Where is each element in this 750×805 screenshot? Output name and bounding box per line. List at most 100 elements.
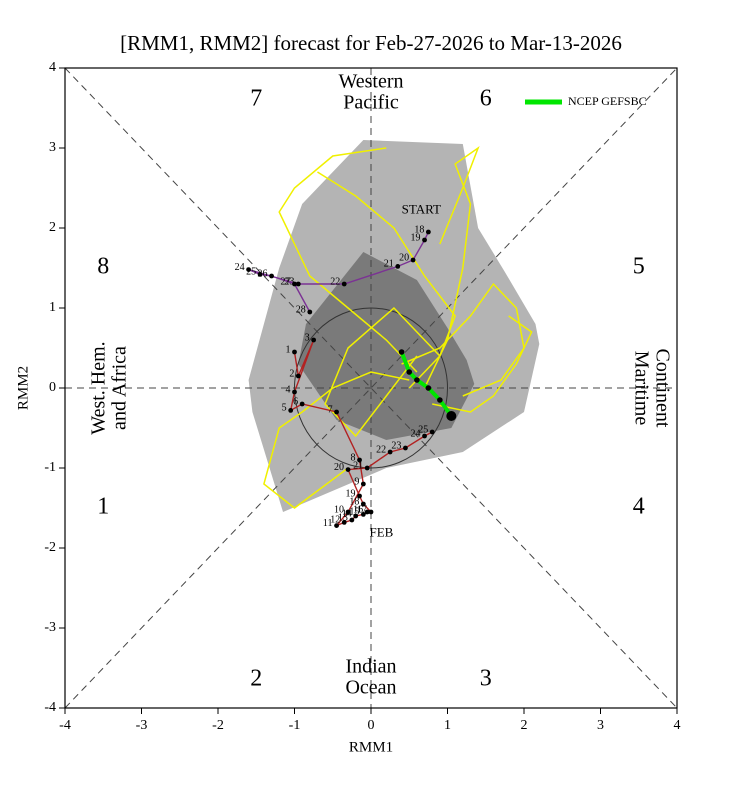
x-tick-label: 0 [368,718,375,733]
point-label: 22 [330,276,340,287]
amplitude-circle [294,307,448,469]
point-label: 24 [411,428,421,439]
mean-point [437,397,443,403]
observed-point [422,237,427,243]
region-label: Western [338,71,403,93]
observed-point [357,457,362,463]
point-label: 24 [235,262,245,273]
observed-point [334,523,339,528]
observed-point [292,281,297,287]
observed-point [368,509,374,515]
observed-point [425,229,431,235]
region-label: Indian [345,656,396,678]
mean-point [406,369,413,375]
region-label: Pacific [343,92,399,114]
phase-number: 7 [250,86,262,112]
phase-number: 6 [480,86,492,112]
observed-point [357,493,362,499]
y-tick-label: -2 [44,540,56,555]
observed-point [295,281,301,287]
observed-point [269,273,274,279]
observed-point [410,257,416,263]
point-label: 17 [357,504,367,515]
observed-point [257,272,263,277]
observed-point [288,408,294,413]
x-tick-label: -1 [289,718,301,733]
x-tick-label: 2 [521,718,528,733]
observed-point [349,517,355,523]
phase-divider [64,67,678,709]
point-label: 14 [342,508,352,519]
region-label: Continent [651,349,673,428]
y-tick-label: -4 [44,700,56,715]
region-label: Maritime [630,351,652,426]
point-label: 22 [376,444,386,455]
observed-point [341,520,347,525]
point-label: 18 [349,496,359,507]
x-tick-label: 3 [597,718,604,733]
observed-point [292,349,297,355]
observed-point [353,513,359,519]
observed-point [295,373,301,379]
observed-point [360,481,366,487]
point-label: 26 [258,268,268,279]
point-label: 4 [286,384,291,395]
point-label: 8 [351,452,356,463]
observed-point [387,449,393,455]
phase-number: 8 [97,254,109,280]
y-tick-label: 3 [49,140,56,155]
point-label: 23 [391,440,401,451]
phase-number: 1 [97,494,109,520]
point-label: 13 [338,512,348,523]
region-label: Ocean [345,677,396,699]
y-tick-label: 4 [49,60,56,75]
phase-number: 3 [480,666,492,692]
observed-point [360,512,366,517]
annotation: START [402,201,441,216]
point-label: 20 [334,462,344,473]
point-label: 9 [354,476,359,487]
phase-number: 5 [633,254,645,280]
phase-divider [64,67,678,709]
point-label: 27 [281,276,291,287]
mean-point [398,349,405,355]
observed-point [429,429,435,435]
member-line [317,171,457,389]
x-tick-label: 1 [444,718,451,733]
point-label: 10 [334,504,344,515]
region-label: and Africa [109,346,131,430]
observed-point [299,401,305,407]
point-label: 25 [418,424,428,435]
y-tick-label: 0 [49,380,56,395]
point-label: 1 [286,344,291,355]
mean-line [399,351,453,418]
point-label: 6 [293,396,298,407]
point-label: 3 [305,332,310,343]
x-tick-label: 4 [674,718,681,733]
region-label: West. Hem. [88,341,110,434]
point-label: 12 [330,515,340,526]
point-label: 18 [414,224,424,235]
point-label: 11 [323,518,333,529]
observed-point [311,337,317,343]
member-line [324,306,441,438]
point-label: 21 [353,460,363,471]
y-tick-label: -3 [44,620,56,635]
observed-point [395,264,401,269]
observed-point [364,509,370,515]
mean-point [414,377,420,383]
point-label: 25 [246,267,256,278]
point-label: 5 [282,403,287,414]
observed-point [246,267,252,272]
x-axis-label: RMM1 [349,739,393,755]
observed-point [360,501,366,507]
member-line [432,315,533,413]
spread-area [298,252,475,440]
point-label: 2 [289,368,294,379]
observed-point [334,409,339,415]
observed-point [307,309,313,315]
point-label: 20 [399,252,409,263]
point-label: 19 [346,488,356,499]
legend-label: NCEP GEFSBC [568,94,647,108]
